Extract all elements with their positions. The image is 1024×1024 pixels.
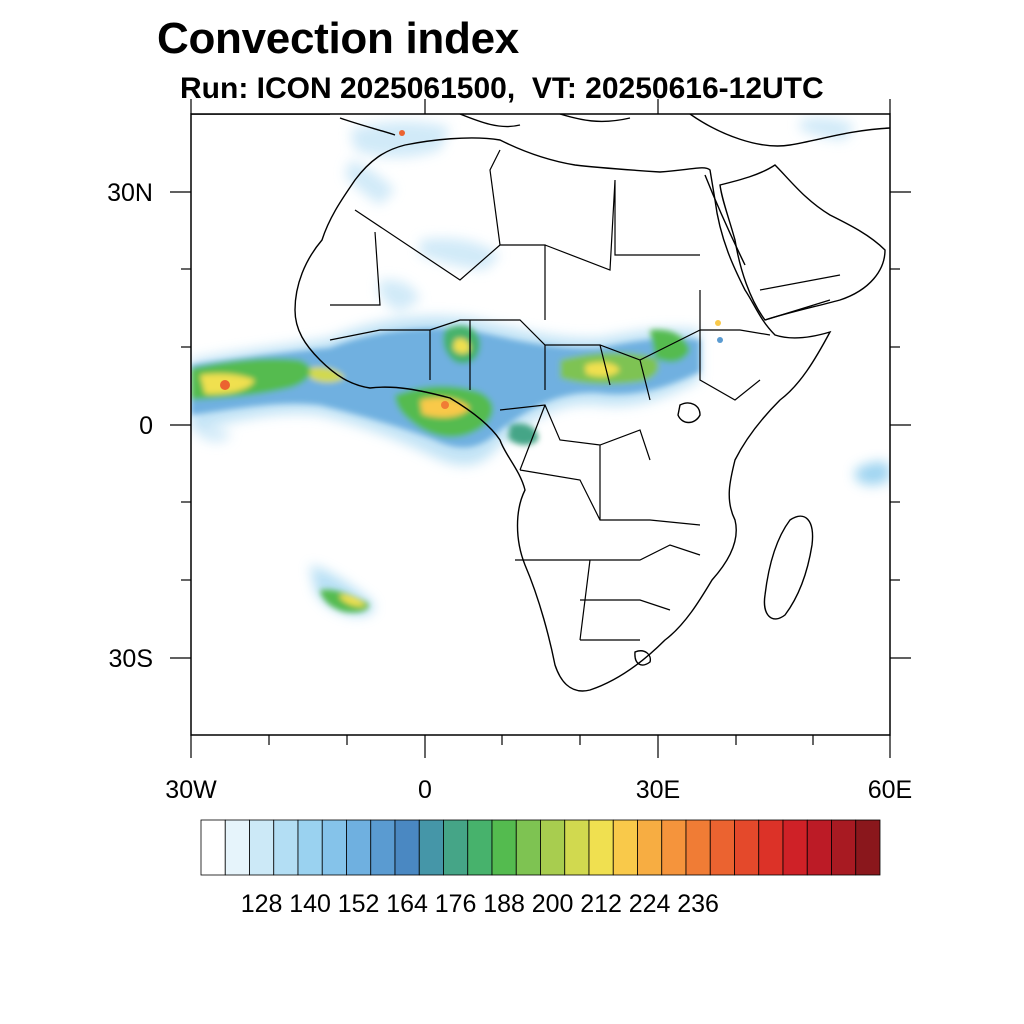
colorbar-swatch — [321, 819, 347, 876]
colorbar-swatch — [661, 819, 687, 876]
colorbar-tick-label: 152 — [338, 890, 380, 918]
colorbar-swatch — [491, 819, 517, 876]
colorbar-swatch — [200, 819, 226, 876]
colorbar-tick-label: 176 — [435, 890, 477, 918]
colorbar-swatch — [224, 819, 250, 876]
colorbar-swatch — [418, 819, 444, 876]
colorbar — [200, 819, 881, 876]
colorbar-swatch — [806, 819, 832, 876]
colorbar-swatch — [831, 819, 857, 876]
colorbar-swatch — [370, 819, 396, 876]
colorbar-swatch — [540, 819, 566, 876]
colorbar-swatch — [273, 819, 299, 876]
plot-frame — [190, 113, 891, 736]
colorbar-swatch — [855, 819, 881, 876]
colorbar-swatch — [564, 819, 590, 876]
map-subtitle: Run: ICON 2025061500, VT: 20250616-12UTC — [180, 72, 824, 105]
colorbar-tick-label: 140 — [289, 890, 331, 918]
colorbar-labels: 128 140 152 164 176 188 200 212 224 236 — [241, 890, 719, 918]
lon-label-60e: 60E — [868, 776, 912, 804]
convection-field — [191, 117, 890, 616]
lon-label-30e: 30E — [636, 776, 680, 804]
colorbar-swatch — [709, 819, 735, 876]
lat-label-0: 0 — [139, 412, 153, 440]
colorbar-tick-label: 188 — [483, 890, 525, 918]
colorbar-swatch — [782, 819, 808, 876]
lon-label-0: 0 — [418, 776, 432, 804]
colorbar-tick-label: 128 — [241, 890, 283, 918]
colorbar-swatch — [467, 819, 493, 876]
colorbar-swatch — [443, 819, 469, 876]
colorbar-tick-label: 164 — [386, 890, 428, 918]
colorbar-swatch — [734, 819, 760, 876]
colorbar-swatch — [758, 819, 784, 876]
lat-label-30n: 30N — [107, 179, 153, 207]
colorbar-swatch — [515, 819, 541, 876]
colorbar-swatch — [346, 819, 372, 876]
country-borders — [329, 149, 841, 641]
colorbar-tick-label: 200 — [532, 890, 574, 918]
colorbar-swatch — [685, 819, 711, 876]
colorbar-tick-label: 224 — [629, 890, 671, 918]
lon-label-30w: 30W — [165, 776, 217, 804]
colorbar-swatch — [297, 819, 323, 876]
colorbar-swatch — [394, 819, 420, 876]
coastlines — [191, 114, 890, 692]
colorbar-swatch — [612, 819, 638, 876]
lat-label-30s: 30S — [109, 645, 153, 673]
colorbar-tick-label: 236 — [677, 890, 719, 918]
colorbar-swatch — [249, 819, 275, 876]
colorbar-swatch — [637, 819, 663, 876]
map-title: Convection index — [157, 14, 519, 63]
colorbar-tick-label: 212 — [580, 890, 622, 918]
colorbar-swatch — [588, 819, 614, 876]
axis-ticks — [170, 99, 911, 758]
